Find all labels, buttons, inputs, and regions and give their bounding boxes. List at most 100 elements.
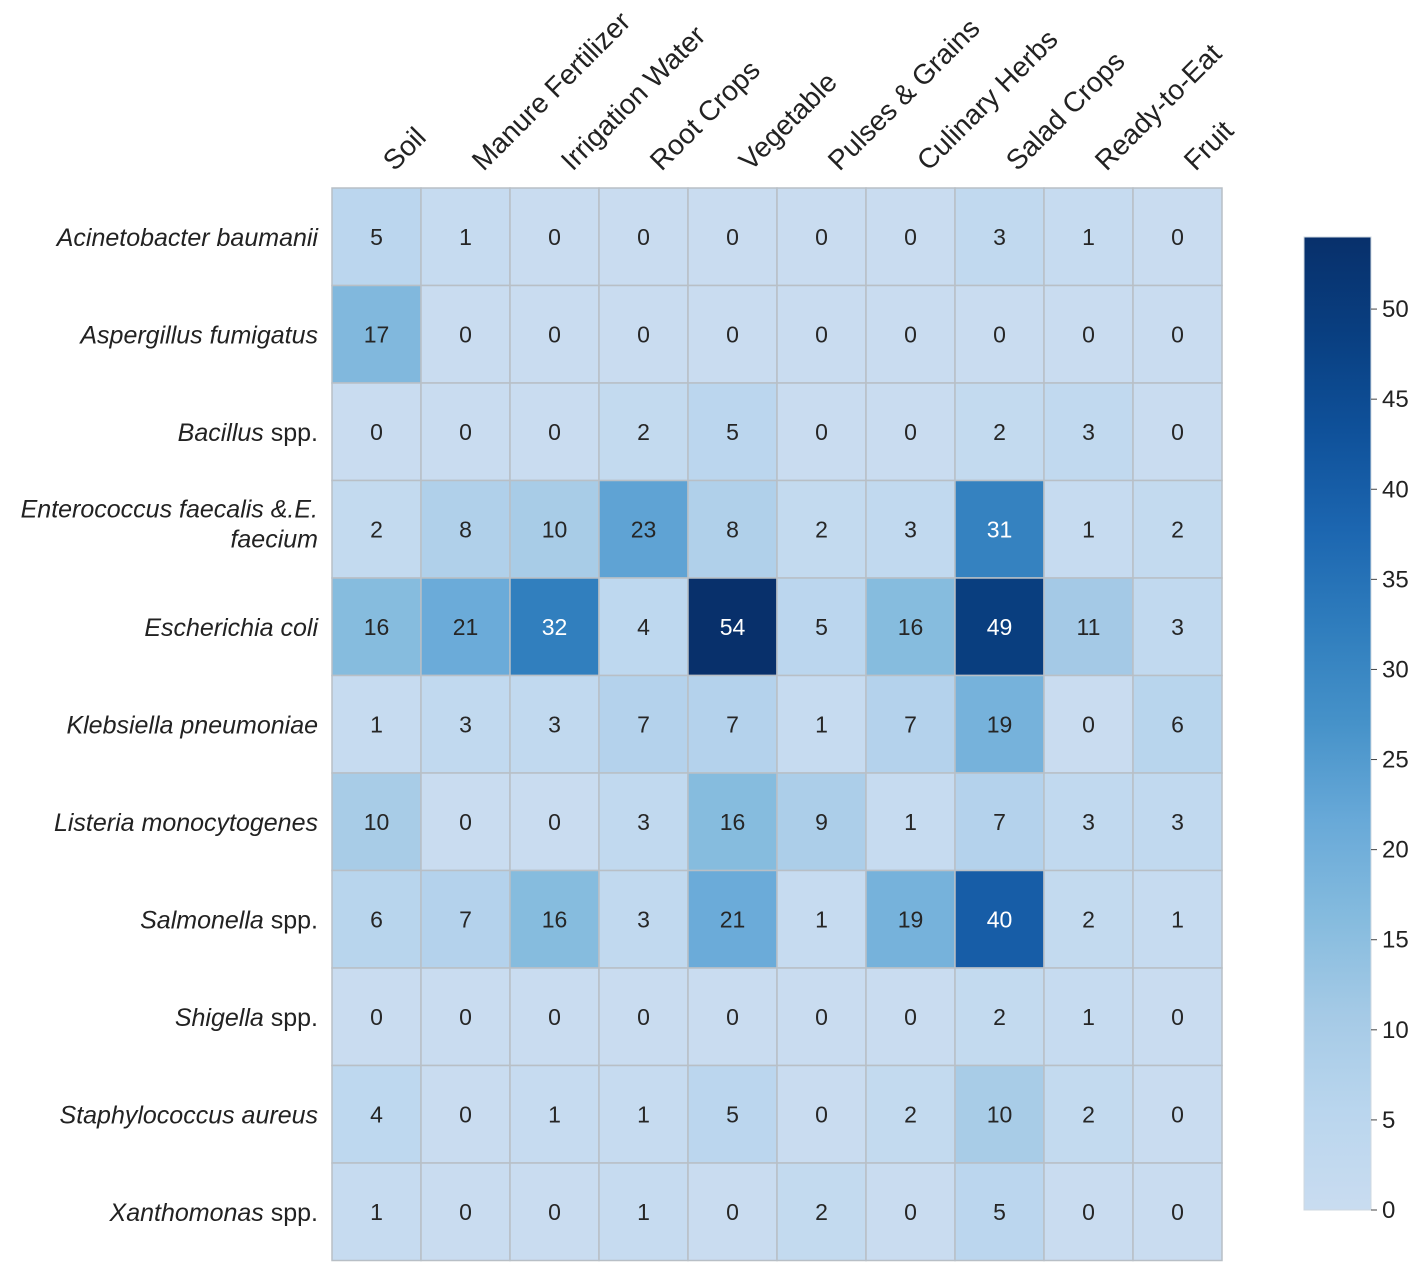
- cell-value-label: 5: [726, 1101, 739, 1127]
- heatmap-cell-aspergillus-fumigatus-fruit: [1132, 284, 1223, 384]
- heatmap-cell-shigella-spp-ready-to-eat: [1043, 967, 1134, 1067]
- column-label-fruit: Fruit: [1178, 115, 1240, 177]
- cell-value-label: 0: [459, 419, 472, 445]
- heatmap-cell-salmonella-spp-salad-crops: [954, 869, 1045, 969]
- heatmap-cell-aspergillus-fumigatus-manure-fertilizer: [420, 284, 511, 384]
- heatmap-cell-enterococcus-faecalis-e-faecium-ready-to-eat: [1043, 479, 1134, 579]
- cell-value-label: 7: [637, 711, 650, 737]
- heatmap-cell-staphylococcus-aureus-vegetable: [687, 1064, 778, 1164]
- cell-value-label: 0: [904, 224, 917, 250]
- cell-value-label: 10: [364, 809, 390, 835]
- heatmap-cell-klebsiella-pneumoniae-irrigation-water: [509, 674, 600, 774]
- row-label-acinetobacter-baumanii: Acinetobacter baumanii: [55, 224, 320, 252]
- column-label-manure-fertilizer: Manure Fertilizer: [466, 6, 636, 176]
- heatmap-cell-enterococcus-faecalis-e-faecium-culinary-herbs: [865, 479, 956, 579]
- heatmap-cell-escherichia-coli-pulses-grains: [776, 577, 867, 677]
- cell-value-label: 0: [1171, 1004, 1184, 1030]
- cell-value-label: 0: [815, 1004, 828, 1030]
- cell-value-label: 31: [987, 516, 1013, 542]
- heatmap-cell-staphylococcus-aureus-root-crops: [598, 1064, 689, 1164]
- cell-value-label: 49: [987, 614, 1013, 640]
- heatmap-cell-enterococcus-faecalis-e-faecium-fruit: [1132, 479, 1223, 579]
- cell-value-label: 5: [370, 224, 383, 250]
- colorbar-tick-label-0: 0: [1382, 1197, 1395, 1224]
- cell-value-label: 7: [459, 906, 472, 932]
- heatmap-cell-escherichia-coli-manure-fertilizer: [420, 577, 511, 677]
- cell-value-label: 16: [364, 614, 390, 640]
- heatmap-cell-staphylococcus-aureus-ready-to-eat: [1043, 1064, 1134, 1164]
- row-label-enterococcus-faecalis-e-faecium-line-1: Enterococcus faecalis &.E.: [21, 495, 318, 523]
- heatmap-cell-xanthomonas-spp-fruit: [1132, 1162, 1223, 1262]
- cell-value-label: 0: [815, 419, 828, 445]
- cell-value-label: 3: [459, 711, 472, 737]
- heatmap-cell-bacillus-spp-ready-to-eat: [1043, 382, 1134, 482]
- cell-value-label: 1: [637, 1101, 650, 1127]
- cell-value-label: 19: [987, 711, 1013, 737]
- cell-value-label: 0: [459, 1199, 472, 1225]
- cell-value-label: 1: [548, 1101, 561, 1127]
- heatmap-cell-listeria-monocytogenes-root-crops: [598, 772, 689, 872]
- row-label-xanthomonas-spp: Xanthomonas spp.: [109, 1199, 318, 1227]
- heatmap-cell-staphylococcus-aureus-fruit: [1132, 1064, 1223, 1164]
- cell-value-label: 1: [370, 1199, 383, 1225]
- cell-value-label: 10: [987, 1101, 1013, 1127]
- cell-value-label: 16: [720, 809, 746, 835]
- cell-value-label: 1: [1082, 224, 1095, 250]
- heatmap-grid: 5 1 0 0 0 0 0 3 1 017 0 0 0 0 0 0 0 0 00 0 0 2 5 0 0 2 3 02 8 10 23 8 2 3…: [331, 187, 1223, 1262]
- cell-value-label: 2: [904, 1101, 917, 1127]
- cell-value-label: 1: [1082, 1004, 1095, 1030]
- heatmap-cell-aspergillus-fumigatus-pulses-grains: [776, 284, 867, 384]
- cell-value-label: 8: [459, 516, 472, 542]
- cell-value-label: 0: [904, 1004, 917, 1030]
- cell-value-label: 54: [720, 614, 746, 640]
- colorbar-tick-label-15: 15: [1382, 927, 1409, 954]
- cell-value-label: 1: [815, 711, 828, 737]
- colorbar-tick-label-45: 45: [1382, 386, 1409, 413]
- cell-value-label: 2: [370, 516, 383, 542]
- heatmap-cell-bacillus-spp-fruit: [1132, 382, 1223, 482]
- heatmap-cell-shigella-spp-root-crops: [598, 967, 689, 1067]
- cell-value-label: 11: [1077, 614, 1101, 640]
- colorbar-tick-label-10: 10: [1382, 1017, 1409, 1044]
- cell-value-label: 0: [637, 1004, 650, 1030]
- cell-value-label: 16: [542, 906, 568, 932]
- cell-value-label: 0: [1171, 224, 1184, 250]
- row-label-aspergillus-fumigatus: Aspergillus fumigatus: [78, 321, 318, 349]
- cell-value-label: 17: [364, 321, 390, 347]
- colorbar-tick-label-20: 20: [1382, 837, 1409, 864]
- colorbar-tick-label-35: 35: [1382, 566, 1409, 593]
- heatmap-cell-salmonella-spp-manure-fertilizer: [420, 869, 511, 969]
- heatmap-cell-klebsiella-pneumoniae-vegetable: [687, 674, 778, 774]
- heatmap-cell-salmonella-spp-pulses-grains: [776, 869, 867, 969]
- cell-value-label: 0: [815, 321, 828, 347]
- cell-value-label: 19: [898, 906, 924, 932]
- cell-value-label: 5: [726, 419, 739, 445]
- heatmap-cell-shigella-spp-irrigation-water: [509, 967, 600, 1067]
- cell-value-label: 5: [815, 614, 828, 640]
- heatmap-cell-aspergillus-fumigatus-culinary-herbs: [865, 284, 956, 384]
- cell-value-label: 7: [904, 711, 917, 737]
- heatmap-cell-xanthomonas-spp-culinary-herbs: [865, 1162, 956, 1262]
- cell-value-label: 32: [542, 614, 568, 640]
- cell-value-label: 21: [720, 906, 746, 932]
- cell-value-label: 0: [1082, 1199, 1095, 1225]
- heatmap-cell-escherichia-coli-ready-to-eat: [1043, 577, 1134, 677]
- heatmap-cell-acinetobacter-baumanii-pulses-grains: [776, 187, 867, 287]
- heatmap-cell-escherichia-coli-salad-crops: [954, 577, 1045, 677]
- heatmap-cell-shigella-spp-salad-crops: [954, 967, 1045, 1067]
- heatmap-cell-bacillus-spp-vegetable: [687, 382, 778, 482]
- cell-value-label: 10: [542, 516, 568, 542]
- cell-value-label: 0: [548, 1004, 561, 1030]
- colorbar-tick-label-30: 30: [1382, 656, 1409, 683]
- heatmap-cell-acinetobacter-baumanii-irrigation-water: [509, 187, 600, 287]
- cell-value-label: 4: [637, 614, 650, 640]
- heatmap-cell-aspergillus-fumigatus-root-crops: [598, 284, 689, 384]
- cell-value-label: 3: [637, 906, 650, 932]
- cell-value-label: 0: [1082, 321, 1095, 347]
- heatmap-cell-staphylococcus-aureus-culinary-herbs: [865, 1064, 956, 1164]
- cell-value-label: 0: [548, 321, 561, 347]
- heatmap-cell-listeria-monocytogenes-fruit: [1132, 772, 1223, 872]
- colorbar: 0 5 10 15 20 25 30 35 40 45 50: [1303, 236, 1409, 1224]
- heatmap-cell-salmonella-spp-culinary-herbs: [865, 869, 956, 969]
- row-label-bacillus-spp: Bacillus spp.: [178, 419, 318, 447]
